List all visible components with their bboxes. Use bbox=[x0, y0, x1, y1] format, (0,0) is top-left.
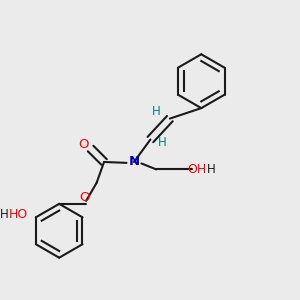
Text: H: H bbox=[207, 163, 216, 176]
Text: O: O bbox=[78, 137, 88, 151]
Text: O: O bbox=[80, 191, 90, 204]
Text: OH: OH bbox=[187, 163, 206, 176]
Text: HO: HO bbox=[8, 208, 28, 221]
Text: H: H bbox=[158, 136, 167, 149]
Text: N: N bbox=[128, 155, 140, 169]
Text: H: H bbox=[152, 105, 161, 118]
Text: H: H bbox=[0, 208, 9, 221]
